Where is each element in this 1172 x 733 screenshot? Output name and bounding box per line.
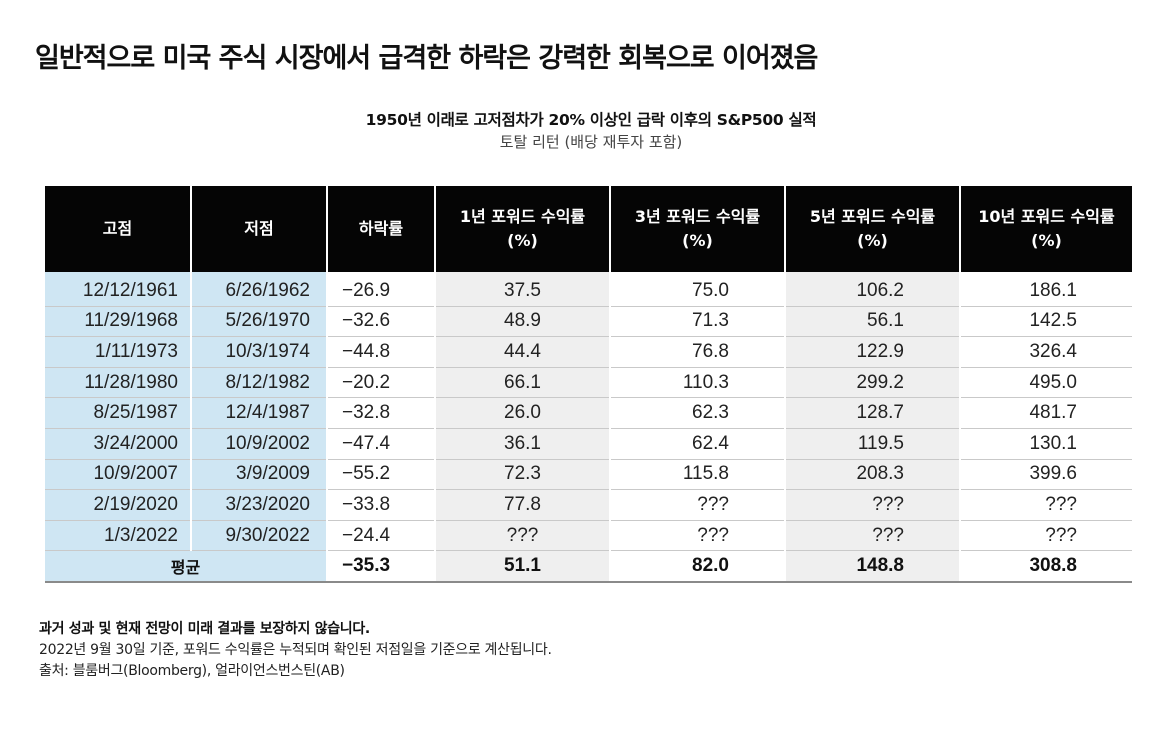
header-return-1y: 1년 포워드 수익률 (%) [434,186,611,272]
trough-date-cell: 5/26/1970 [190,306,327,338]
return-3y-cell: 62.3 [609,397,786,429]
return-1y-cell: 26.0 [434,397,611,429]
decline-value-cell: −44.8 [326,336,436,368]
return-5y-cell: 119.5 [784,428,961,460]
trough-date-cell: 10/9/2002 [190,428,327,460]
return-3y-cell: 62.4 [609,428,786,460]
table-title: 1950년 이래로 고저점차가 20% 이상인 급락 이후의 S&P500 실적 [365,111,817,129]
table-body: 12/12/1961 6/26/1962 −26.9 37.5 75.0 106.2 186… [45,272,1132,584]
decline-value-cell: −20.2 [326,367,436,399]
trough-date-cell: 9/30/2022 [190,520,327,552]
return-3y-cell: 71.3 [609,306,786,338]
return-3y-cell: 115.8 [609,459,786,491]
return-10y-cell: ??? [959,520,1132,552]
table-row: 12/12/1961 6/26/1962 −26.9 37.5 75.0 106.2 186… [45,272,1132,307]
return-5y-cell: 56.1 [784,306,961,338]
trough-date-cell: 8/12/1982 [190,367,327,399]
footer: 과거 성과 및 현재 전망이 미래 결과를 보장하지 않습니다. 2022년 9… [39,619,552,682]
return-3y-cell: ??? [609,489,786,521]
return-3y-cell: 76.8 [609,336,786,368]
header-peak: 고점 [45,186,192,272]
header-return-5y: 5년 포워드 수익률 (%) [784,186,961,272]
header-return-10y: 10년 포워드 수익률 (%) [959,186,1132,272]
return-3y-cell: ??? [609,520,786,552]
return-5y-cell: 122.9 [784,336,961,368]
decline-value-cell: −47.4 [326,428,436,460]
average-return-10y: 308.8 [959,550,1132,584]
return-5y-cell: ??? [784,489,961,521]
returns-table: 고점 저점 하락률 1년 포워드 수익률 (%) 3년 포워드 수익률 (%) … [45,186,1132,584]
return-1y-cell: 66.1 [434,367,611,399]
peak-date-cell: 12/12/1961 [45,272,192,307]
return-5y-cell: ??? [784,520,961,552]
return-1y-cell: 77.8 [434,489,611,521]
header-return-3y: 3년 포워드 수익률 (%) [609,186,786,272]
footer-source: 출처: 블룸버그(Bloomberg), 얼라이언스번스틴(AB) [39,663,345,679]
trough-date-cell: 12/4/1987 [190,397,327,429]
return-1y-cell: 72.3 [434,459,611,491]
decline-value-cell: −55.2 [326,459,436,491]
table-row: 1/3/2022 9/30/2022 −24.4???????????? [45,520,1132,552]
return-10y-cell: 326.4 [959,336,1132,368]
return-10y-cell: 130.1 [959,428,1132,460]
trough-date-cell: 10/3/1974 [190,336,327,368]
table-row: 11/28/1980 8/12/1982 −20.2 66.1 110.3 299.2 49… [45,367,1132,399]
return-3y-cell: 75.0 [609,272,786,307]
return-1y-cell: 48.9 [434,306,611,338]
average-return-5y: 148.8 [784,550,961,584]
table-row: 2/19/2020 3/23/2020 −33.8 77.8????????? [45,489,1132,521]
return-5y-cell: 128.7 [784,397,961,429]
return-1y-cell: 44.4 [434,336,611,368]
table-row: 1/11/1973 10/3/1974 −44.8 44.4 76.8 122.9 326.… [45,336,1132,368]
decline-value-cell: −24.4 [326,520,436,552]
return-10y-cell: 495.0 [959,367,1132,399]
return-5y-cell: 299.2 [784,367,961,399]
return-1y-cell: 36.1 [434,428,611,460]
return-10y-cell: 399.6 [959,459,1132,491]
footer-disclaimer: 과거 성과 및 현재 전망이 미래 결과를 보장하지 않습니다. [39,621,370,637]
table-row: 3/24/2000 10/9/2002 −47.4 36.1 62.4 119.5 130.… [45,428,1132,460]
average-return-3y: 82.0 [609,550,786,584]
peak-date-cell: 3/24/2000 [45,428,192,460]
trough-date-cell: 6/26/1962 [190,272,327,307]
return-10y-cell: 186.1 [959,272,1132,307]
header-decline: 하락률 [326,186,436,272]
table-header-row: 고점 저점 하락률 1년 포워드 수익률 (%) 3년 포워드 수익률 (%) … [45,186,1132,272]
average-decline: −35.3 [326,550,436,584]
trough-date-cell: 3/23/2020 [190,489,327,521]
header-trough: 저점 [190,186,328,272]
average-row: 평균 −35.3 51.1 82.0 148.8 308.8 [45,550,1132,584]
peak-date-cell: 8/25/1987 [45,397,192,429]
peak-date-cell: 2/19/2020 [45,489,192,521]
return-1y-cell: ??? [434,520,611,552]
trough-date-cell: 3/9/2009 [190,459,327,491]
peak-date-cell: 11/28/1980 [45,367,192,399]
return-1y-cell: 37.5 [434,272,611,307]
return-3y-cell: 110.3 [609,367,786,399]
decline-value-cell: −33.8 [326,489,436,521]
footer-note: 2022년 9월 30일 기준, 포워드 수익률은 누적되며 확인된 저점일을 … [39,642,552,658]
peak-date-cell: 1/3/2022 [45,520,192,552]
peak-date-cell: 10/9/2007 [45,459,192,491]
return-10y-cell: 142.5 [959,306,1132,338]
return-10y-cell: ??? [959,489,1132,521]
decline-value-cell: −32.8 [326,397,436,429]
table-row: 10/9/2007 3/9/2009 −55.2 72.3 115.8 208.3 399.… [45,459,1132,491]
average-label: 평균 [45,550,328,584]
table-subtitle: 토탈 리턴 (배당 재투자 포함) [499,133,683,151]
return-10y-cell: 481.7 [959,397,1132,429]
page-headline: 일반적으로 미국 주식 시장에서 급격한 하락은 강력한 회복으로 이어졌음 [35,43,818,74]
decline-value-cell: −26.9 [326,272,436,307]
peak-date-cell: 1/11/1973 [45,336,192,368]
average-return-1y: 51.1 [434,550,611,584]
table-row: 8/25/1987 12/4/1987 −32.8 26.0 62.3 128.7 481.… [45,397,1132,429]
table-row: 11/29/1968 5/26/1970 −32.6 48.9 71.3 56.1 142.… [45,306,1132,338]
decline-value-cell: −32.6 [326,306,436,338]
return-5y-cell: 208.3 [784,459,961,491]
return-5y-cell: 106.2 [784,272,961,307]
peak-date-cell: 11/29/1968 [45,306,192,338]
